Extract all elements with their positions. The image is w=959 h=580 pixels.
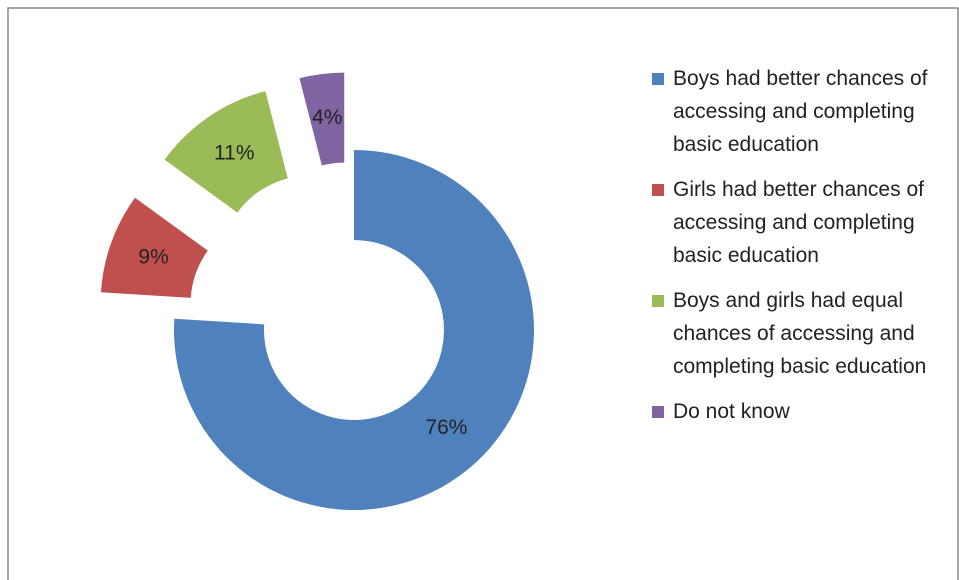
legend-item: Boys had better chances of accessing and… xyxy=(652,62,952,161)
legend-item: Do not know xyxy=(652,395,952,428)
legend-item: Girls had better chances of accessing an… xyxy=(652,173,952,272)
slice xyxy=(299,72,345,166)
data-label: 9% xyxy=(138,245,168,268)
legend-swatch xyxy=(652,406,664,418)
data-label: 76% xyxy=(425,416,467,439)
legend-swatch xyxy=(652,73,664,85)
slice xyxy=(174,150,534,510)
legend-swatch xyxy=(652,295,664,307)
data-label: 4% xyxy=(312,106,342,129)
legend-label: Boys and girls had equal chances of acce… xyxy=(673,289,927,378)
legend-label: Boys had better chances of accessing and… xyxy=(673,67,928,156)
legend-item: Boys and girls had equal chances of acce… xyxy=(652,284,952,383)
legend-label: Do not know xyxy=(673,400,790,423)
legend-label: Girls had better chances of accessing an… xyxy=(673,178,924,267)
slice xyxy=(164,91,288,213)
data-label: 11% xyxy=(214,141,254,164)
legend: Boys had better chances of accessing and… xyxy=(652,62,952,440)
frame xyxy=(7,7,959,580)
slice xyxy=(100,197,208,298)
legend-swatch xyxy=(652,184,664,196)
